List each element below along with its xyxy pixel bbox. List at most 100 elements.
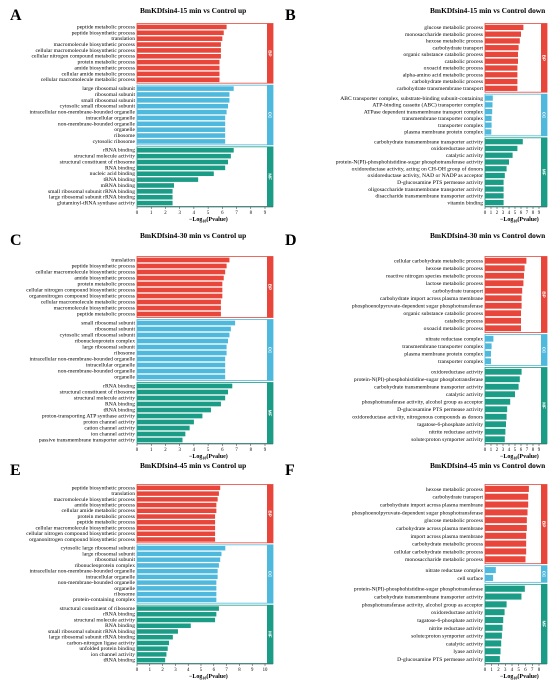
group-tag-cc bbox=[541, 334, 547, 366]
group-tag-mf bbox=[541, 137, 547, 207]
term-label: cytosolic small ribosomal subunit bbox=[60, 104, 136, 110]
term-label: small ribosomal subunit rRNA binding bbox=[48, 189, 135, 195]
x-tick-label: 4 bbox=[511, 668, 514, 673]
bar-bp bbox=[485, 78, 518, 85]
x-tick-label: 2 bbox=[497, 668, 500, 673]
bar-mf bbox=[137, 657, 166, 663]
x-tick-label: 9 bbox=[264, 448, 267, 453]
term-label: peptide metabolic process bbox=[77, 24, 135, 30]
bar-bp bbox=[485, 31, 521, 37]
x-tick-label: 4 bbox=[508, 448, 511, 453]
term-label: carbohydrate transmembrane transporter a… bbox=[374, 594, 483, 600]
group-name: MF bbox=[542, 169, 547, 176]
bar-bp bbox=[485, 257, 527, 264]
bar-bp bbox=[137, 257, 230, 263]
x-tick-label: 2 bbox=[496, 211, 499, 216]
x-tick-label: 0 bbox=[484, 668, 487, 673]
term-label: solute:proton symporter activity bbox=[411, 634, 483, 640]
bar-mf bbox=[137, 165, 226, 171]
bar-bp bbox=[137, 520, 216, 525]
term-label: cellular amide metabolic process bbox=[62, 71, 135, 77]
term-label: cellular nitrogen compound biosynthetic … bbox=[26, 531, 135, 537]
term-label: structural molecule activity bbox=[74, 154, 135, 160]
x-tick-label: 8 bbox=[250, 211, 253, 216]
bar-cc bbox=[137, 362, 226, 368]
x-axis-label-sub: 10 bbox=[513, 676, 517, 681]
term-label: translation bbox=[111, 491, 135, 497]
bar-mf bbox=[485, 199, 504, 206]
bar-mf bbox=[485, 616, 504, 624]
term-label: intracellular non-membrane-bounded organ… bbox=[29, 110, 135, 116]
x-tick-label: 8 bbox=[538, 668, 541, 673]
bar-mf bbox=[137, 159, 229, 165]
x-tick-label: 1 bbox=[150, 448, 153, 453]
x-tick-label: 9 bbox=[251, 668, 254, 673]
group-name: MF bbox=[268, 631, 273, 638]
group-tag-mf bbox=[267, 605, 273, 664]
bar-bp bbox=[485, 24, 524, 31]
chart-panel-f: F BmKDfsin4-45 min vs Control down hexose … bbox=[285, 461, 548, 681]
term-label: nitrite reductase activity bbox=[429, 430, 483, 436]
x-tick-label: 3 bbox=[502, 448, 505, 453]
bar-mf bbox=[485, 391, 515, 398]
bar-mf bbox=[137, 413, 203, 419]
x-tick-label: 1 bbox=[150, 211, 153, 216]
term-label: solute:proton symporter activity bbox=[411, 437, 483, 443]
bar-cc bbox=[137, 338, 229, 344]
group-tag-bp bbox=[541, 256, 547, 333]
x-tick-label: 2 bbox=[164, 211, 167, 216]
term-label: organelle bbox=[114, 586, 135, 592]
bar-mf bbox=[137, 153, 231, 159]
group-name: CC bbox=[542, 347, 547, 354]
bar-mf bbox=[137, 629, 178, 634]
bar-mf bbox=[485, 139, 523, 145]
bar-mf bbox=[137, 437, 183, 443]
group-name: MF bbox=[542, 402, 547, 409]
bar-mf bbox=[485, 601, 507, 608]
term-label: D-glucosamine PTS permease activity bbox=[397, 407, 483, 413]
term-label: carbohydrate metabolic process bbox=[412, 542, 483, 548]
bar-cc bbox=[137, 356, 226, 362]
x-axis-label-sub: 10 bbox=[202, 676, 206, 681]
term-label: glutaminyl-tRNA synthase activity bbox=[57, 201, 135, 207]
term-label: rRNA binding bbox=[103, 148, 135, 154]
bar-bp bbox=[137, 269, 226, 275]
term-label: intracellular organelle bbox=[86, 115, 136, 121]
bar-bp bbox=[137, 77, 220, 83]
bar-bp bbox=[485, 280, 524, 287]
group-tag-mf bbox=[541, 367, 547, 444]
bar-bp bbox=[137, 311, 221, 317]
term-label: amide biosynthetic process bbox=[74, 502, 135, 508]
term-label: cytosolic ribosome bbox=[93, 139, 136, 145]
bar-mf bbox=[485, 609, 505, 616]
term-label: lactose metabolic process bbox=[426, 281, 483, 287]
bar-cc bbox=[485, 95, 493, 101]
bar-bp bbox=[485, 310, 521, 317]
term-label: oxidoreductase activity bbox=[431, 610, 483, 616]
bar-bp bbox=[137, 502, 217, 508]
x-tick-label: 5 bbox=[518, 668, 521, 673]
term-label: tRNA binding bbox=[103, 407, 135, 413]
term-label: monosaccharide metabolic process bbox=[405, 557, 483, 563]
panel-label: D bbox=[285, 232, 297, 249]
bar-mf bbox=[485, 186, 504, 192]
x-tick-label: 4 bbox=[508, 211, 511, 216]
bar-bp bbox=[137, 508, 217, 514]
x-axis-label-tail: (Pvalue) bbox=[206, 673, 227, 680]
term-label: carbohydrate import across plasma membra… bbox=[380, 296, 484, 302]
term-label: tagatose-6-phosphate activity bbox=[417, 618, 483, 624]
term-label: protein metabolic process bbox=[78, 514, 135, 520]
term-label: intracellular organelle bbox=[86, 574, 136, 580]
term-label: cellular macromolecule metabolic process bbox=[41, 77, 135, 83]
panel-title: BmKDfsin4-45 min vs Control down bbox=[430, 461, 545, 470]
term-label: plasma membrane protein complex bbox=[404, 130, 483, 136]
term-label: hexose metabolic process bbox=[426, 487, 483, 493]
term-label: carbohydrate across plasma membrane bbox=[396, 526, 483, 532]
x-tick-label: 3 bbox=[502, 211, 505, 216]
x-tick-label: 9 bbox=[264, 211, 267, 216]
x-axis-label-main: −Log bbox=[500, 217, 513, 223]
term-label: cellular nitrogen compound metabolic pro… bbox=[32, 54, 135, 60]
bar-mf bbox=[485, 383, 519, 390]
term-label: large ribosomal subunit rRNA binding bbox=[49, 195, 135, 201]
term-label: alpha-amino acid metabolic process bbox=[403, 72, 483, 78]
